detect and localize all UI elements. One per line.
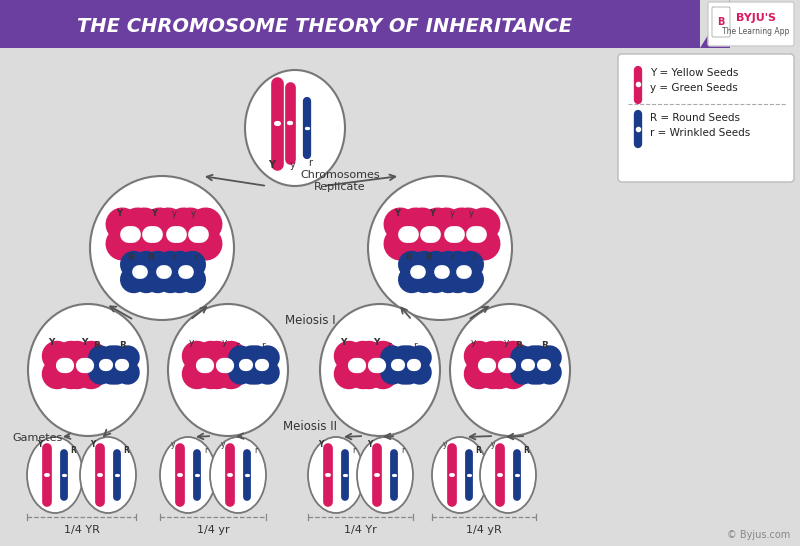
Text: r: r [472,253,476,262]
Text: y: y [170,440,175,449]
Text: Y: Y [269,160,275,170]
Text: THE CHROMOSOME THEORY OF INHERITANCE: THE CHROMOSOME THEORY OF INHERITANCE [78,17,573,37]
Ellipse shape [27,437,83,513]
Text: r: r [450,253,454,262]
Text: Y = Yellow Seeds: Y = Yellow Seeds [650,68,738,78]
Text: R = Round Seeds: R = Round Seeds [650,113,740,123]
Text: y: y [190,209,195,218]
Text: BYJU'S: BYJU'S [736,13,776,23]
Text: r: r [402,446,405,455]
Text: r: r [204,446,208,455]
Text: Y: Y [394,209,400,218]
Text: R: R [70,446,76,455]
Text: r: r [172,253,176,262]
FancyBboxPatch shape [708,2,794,46]
Text: 1/4 Yr: 1/4 Yr [344,525,377,535]
Text: B: B [718,17,725,27]
Text: Y: Y [373,338,379,347]
Text: y: y [470,338,476,347]
Text: Y: Y [367,440,373,449]
Text: r: r [235,341,239,350]
Text: 1/4 YR: 1/4 YR [63,525,99,535]
Text: Y: Y [48,338,54,347]
Text: r: r [254,446,258,455]
FancyBboxPatch shape [618,54,794,182]
Text: Meiosis I: Meiosis I [285,313,335,327]
Text: r: r [413,341,417,350]
Ellipse shape [28,304,148,436]
Text: R: R [405,253,411,262]
Ellipse shape [90,176,234,320]
Text: Meiosis II: Meiosis II [283,420,337,434]
Text: R: R [148,253,154,262]
Text: r = Wrinkled Seeds: r = Wrinkled Seeds [650,128,750,138]
Text: Y: Y [429,209,435,218]
Ellipse shape [368,176,512,320]
Ellipse shape [210,437,266,513]
Text: Y: Y [81,338,87,347]
Text: y: y [290,160,296,170]
Polygon shape [700,0,730,48]
Ellipse shape [480,437,536,513]
Text: Y: Y [151,209,157,218]
Text: Y: Y [90,440,96,449]
Text: y: y [490,440,495,449]
Text: R: R [123,446,129,455]
Text: R: R [426,253,432,262]
Text: Y: Y [318,440,324,449]
Bar [0,0,730,48]
Text: R: R [119,341,126,350]
Text: y: y [469,209,474,218]
Ellipse shape [80,437,136,513]
Text: r: r [387,341,391,350]
Text: r: r [194,253,198,262]
Text: Y: Y [116,209,122,218]
Text: y: y [222,338,226,347]
Text: r: r [261,341,265,350]
Ellipse shape [308,437,364,513]
Text: 1/4 yr: 1/4 yr [197,525,230,535]
Text: R: R [515,341,522,350]
Ellipse shape [320,304,440,436]
Text: y: y [221,440,226,449]
Ellipse shape [357,437,413,513]
Text: R: R [523,446,529,455]
Text: R: R [94,341,101,350]
Text: R: R [475,446,481,455]
Text: r: r [308,158,312,168]
Text: y: y [188,338,194,347]
Text: y: y [442,440,447,449]
Text: The Learning App: The Learning App [722,27,790,37]
Text: © Byjus.com: © Byjus.com [726,530,790,540]
Polygon shape [660,0,730,48]
Ellipse shape [245,70,345,186]
Text: Y: Y [340,338,346,347]
Text: R: R [126,253,134,262]
Ellipse shape [168,304,288,436]
Text: Gametes: Gametes [12,433,62,443]
Ellipse shape [432,437,488,513]
Text: 1/4 yR: 1/4 yR [466,525,502,535]
Text: Chromosomes
Replicate: Chromosomes Replicate [300,170,380,192]
Ellipse shape [160,437,216,513]
Text: r: r [352,446,356,455]
FancyBboxPatch shape [712,7,730,37]
Text: R: R [542,341,549,350]
Text: y = Green Seeds: y = Green Seeds [650,83,738,93]
Text: y: y [503,338,509,347]
Text: y: y [171,209,177,218]
Ellipse shape [450,304,570,436]
Text: Y: Y [38,440,42,449]
Text: y: y [450,209,454,218]
